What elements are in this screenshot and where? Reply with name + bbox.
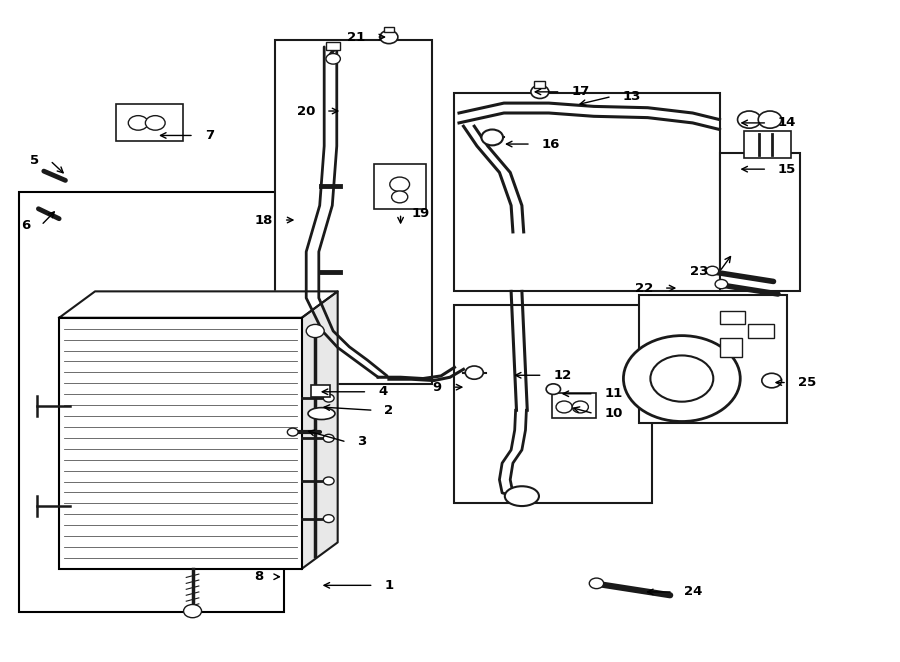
Bar [748,324,773,338]
Circle shape [380,30,398,44]
Text: 24: 24 [684,585,702,598]
Text: 1: 1 [384,579,393,592]
Text: 3: 3 [357,436,366,448]
Text: 4: 4 [378,385,387,399]
Text: 21: 21 [347,30,365,44]
Bar [326,42,340,50]
Text: 6: 6 [21,219,31,232]
Circle shape [184,604,202,618]
Text: 19: 19 [411,207,429,220]
Text: 25: 25 [797,376,816,389]
Ellipse shape [505,487,539,506]
Circle shape [326,54,340,64]
Circle shape [738,111,760,128]
Text: 9: 9 [433,381,442,394]
Text: 20: 20 [297,105,315,118]
Text: 12: 12 [554,369,572,382]
Circle shape [531,85,549,99]
Circle shape [651,355,714,402]
Bar [720,153,800,291]
Polygon shape [59,291,338,318]
Text: 5: 5 [31,154,40,167]
Bar [743,132,790,158]
Polygon shape [302,291,338,569]
Text: 18: 18 [255,214,273,226]
Circle shape [556,401,572,413]
Circle shape [323,477,334,485]
Circle shape [390,177,410,191]
Text: 15: 15 [778,163,796,175]
Circle shape [590,578,604,589]
Bar [274,40,432,384]
Bar [19,192,283,612]
Circle shape [546,384,561,395]
Text: 11: 11 [605,387,623,401]
Circle shape [146,116,165,130]
Circle shape [323,514,334,522]
Circle shape [624,336,741,422]
Circle shape [572,401,589,413]
Bar [552,393,597,418]
Circle shape [287,428,298,436]
Text: 13: 13 [623,90,641,103]
Text: 2: 2 [384,404,393,417]
Text: 22: 22 [634,281,653,295]
Circle shape [465,366,483,379]
Text: 10: 10 [605,407,623,420]
Bar [454,305,652,502]
Text: 16: 16 [542,138,560,150]
Text: 17: 17 [572,85,590,99]
Circle shape [761,373,781,388]
Bar [535,81,545,88]
Text: 7: 7 [204,129,214,142]
Circle shape [323,434,334,442]
Circle shape [706,266,719,275]
Bar [720,338,742,357]
Text: 8: 8 [255,570,264,583]
Circle shape [392,191,408,203]
Bar [639,295,787,424]
Circle shape [306,324,324,338]
Circle shape [482,130,503,146]
Bar [383,27,394,32]
Circle shape [716,279,728,289]
Bar [310,385,330,397]
Bar [374,164,426,209]
Bar [454,93,720,291]
Bar [59,318,302,569]
Ellipse shape [308,408,335,420]
Bar [116,105,183,141]
Text: 14: 14 [778,117,796,129]
Bar [720,311,744,324]
Circle shape [129,116,148,130]
Text: 23: 23 [690,265,709,278]
Circle shape [323,394,334,402]
Circle shape [758,111,781,128]
